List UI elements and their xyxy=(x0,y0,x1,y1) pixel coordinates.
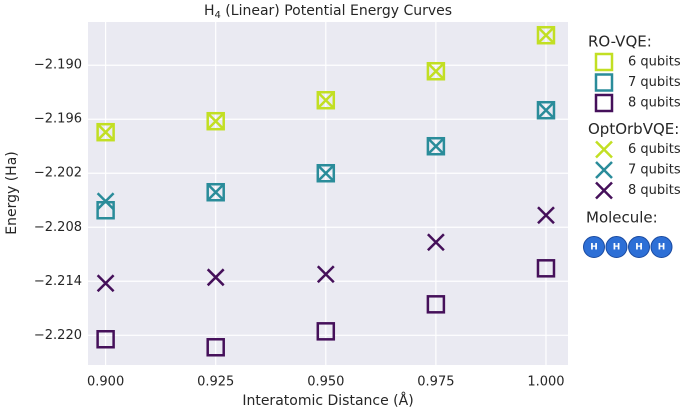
square-marker xyxy=(426,136,446,156)
atom-label: H xyxy=(590,243,598,253)
atom xyxy=(628,236,650,258)
x-tick-label: 0.900 xyxy=(87,375,124,390)
x-tick-label: 0.975 xyxy=(417,375,454,390)
y-tick-label: −2.220 xyxy=(34,328,82,343)
legend-title: OptOrbVQE: xyxy=(588,120,679,138)
square-marker xyxy=(206,338,225,357)
cross-marker xyxy=(96,274,115,293)
square-marker xyxy=(316,322,336,341)
legend-label: 7 qubits xyxy=(628,75,681,90)
cross-marker xyxy=(595,181,613,200)
square-marker xyxy=(96,330,115,349)
cross-marker xyxy=(537,26,555,45)
cross-marker xyxy=(427,137,445,156)
square-marker xyxy=(536,259,556,278)
cross-marker xyxy=(537,101,555,120)
atom xyxy=(650,236,673,258)
cross-marker xyxy=(316,91,335,110)
x-tick-label: 0.925 xyxy=(197,375,234,390)
square-marker xyxy=(594,52,614,72)
y-tick-label: −2.190 xyxy=(34,58,82,73)
atom-label: H xyxy=(613,243,621,253)
plot-area xyxy=(88,22,568,365)
title-subscript: 4 xyxy=(214,10,220,21)
square-marker xyxy=(426,61,446,81)
cross-marker xyxy=(96,123,115,142)
square-marker xyxy=(594,73,614,92)
cross-marker xyxy=(206,268,225,287)
y-tick-label: −2.214 xyxy=(34,274,82,289)
chart-title: H4 (Linear) Potential Energy Curves xyxy=(204,3,452,21)
y-axis-label: Energy (Ha) xyxy=(4,151,20,235)
legend-title: RO-VQE: xyxy=(588,33,652,51)
legend-label: 6 qubits xyxy=(628,55,681,70)
cross-marker xyxy=(316,164,335,183)
square-marker xyxy=(316,163,336,183)
cross-marker xyxy=(427,233,445,252)
cross-marker xyxy=(206,183,225,202)
square-marker xyxy=(206,182,225,202)
title-part: (Linear) Potential Energy Curves xyxy=(221,3,452,19)
x-tick-label: 1.000 xyxy=(527,375,564,390)
square-marker xyxy=(536,25,556,45)
cross-marker xyxy=(316,265,335,284)
cross-marker xyxy=(595,140,613,159)
y-tick-label: −2.208 xyxy=(34,220,82,235)
legend-label: 7 qubits xyxy=(628,163,681,178)
y-tick-label: −2.196 xyxy=(34,112,82,127)
cross-marker xyxy=(96,192,115,211)
legend-label: 8 qubits xyxy=(628,183,681,198)
cross-marker xyxy=(595,161,613,179)
molecule-title: Molecule: xyxy=(586,209,658,227)
title-part: H xyxy=(204,3,215,19)
square-marker xyxy=(594,93,614,113)
legend-label: 8 qubits xyxy=(628,96,681,111)
atom-label: H xyxy=(658,243,666,253)
atom xyxy=(583,236,605,258)
cross-marker xyxy=(537,206,555,225)
y-tick-label: −2.202 xyxy=(34,166,82,181)
square-marker xyxy=(96,122,115,142)
legend-label: 6 qubits xyxy=(628,142,681,157)
square-marker xyxy=(536,100,556,120)
square-marker xyxy=(206,111,225,131)
cross-marker xyxy=(206,112,225,131)
square-marker xyxy=(426,295,446,314)
x-tick-label: 0.950 xyxy=(307,375,344,390)
x-axis-label: Interatomic Distance (Å) xyxy=(242,392,413,409)
atom-label: H xyxy=(635,243,643,253)
atom xyxy=(605,236,628,258)
square-marker xyxy=(316,90,336,110)
cross-marker xyxy=(427,62,445,81)
